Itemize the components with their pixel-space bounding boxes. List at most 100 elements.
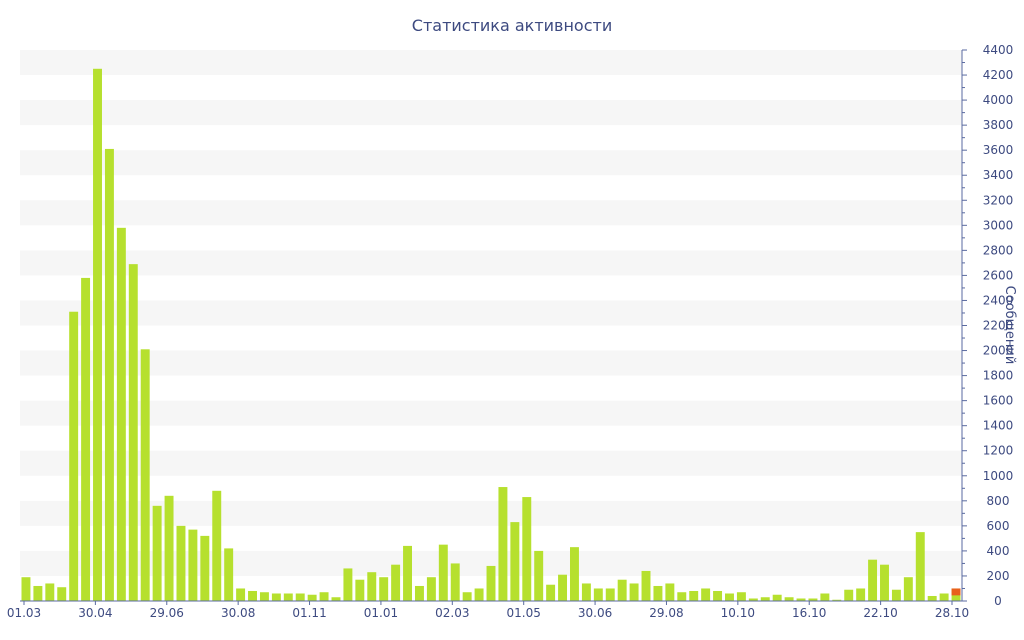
y-tick-label: 1000 (983, 469, 1014, 483)
bar (188, 529, 198, 601)
x-tick-label: 30.04 (78, 606, 112, 620)
bar (689, 590, 699, 601)
bar (128, 264, 138, 601)
y-tick-label: 4400 (983, 43, 1014, 57)
grid-band (20, 250, 962, 276)
grid-band (20, 400, 962, 426)
x-tick-label: 16.10 (792, 606, 826, 620)
y-tick-label: 1200 (983, 444, 1014, 458)
bar (93, 68, 102, 602)
x-tick-label: 01.03 (7, 606, 41, 620)
bar (391, 564, 401, 601)
y-tick-label: 2000 (983, 344, 1014, 358)
y-tick-label: 2400 (983, 293, 1014, 307)
bar (426, 577, 436, 601)
bar (510, 522, 520, 601)
bar (343, 568, 353, 601)
bar (677, 592, 687, 601)
bar (236, 588, 246, 601)
x-tick-label: 30.08 (221, 606, 255, 620)
bar (915, 532, 925, 601)
bar (307, 594, 317, 601)
bar (868, 559, 878, 601)
y-tick-label: 4000 (983, 93, 1014, 107)
bar (200, 535, 210, 601)
y-tick-label: 3800 (983, 118, 1014, 132)
bar (629, 583, 639, 601)
bar (796, 598, 806, 601)
bar (104, 148, 114, 601)
x-tick-label: 01.01 (364, 606, 398, 620)
bar (725, 593, 734, 601)
y-tick-label: 3000 (983, 218, 1014, 232)
bar (403, 545, 413, 601)
y-tick-label: 3600 (983, 143, 1014, 157)
y-tick-label: 2200 (983, 319, 1014, 333)
y-tick-label: 1800 (983, 369, 1014, 383)
bar (784, 597, 794, 601)
grid-band (20, 450, 962, 476)
bar (271, 593, 281, 601)
bar (558, 574, 568, 601)
bar (856, 588, 866, 601)
y-tick-label: 1400 (983, 419, 1014, 433)
grid-band (20, 50, 962, 76)
bar (605, 588, 615, 601)
y-tick-label: 600 (987, 519, 1010, 533)
bar (283, 593, 293, 601)
x-tick-label: 29.06 (150, 606, 184, 620)
bar (772, 594, 782, 601)
bar (450, 563, 460, 601)
grid-band (20, 150, 962, 176)
bar (844, 589, 854, 601)
bar (760, 597, 770, 601)
x-axis-ticks: 01.03 30.04 29.06 30.08 01.11 01.01 02.03 01.05… (7, 601, 969, 620)
bar (880, 564, 889, 601)
bar (33, 585, 43, 601)
bar (522, 497, 532, 601)
bar (569, 547, 579, 601)
bar (152, 505, 162, 601)
y-tick-label: 2800 (983, 243, 1014, 257)
y-tick-label: 200 (987, 569, 1010, 583)
bar (379, 577, 389, 601)
y-tick-label: 0 (994, 594, 1002, 608)
bar (164, 495, 174, 601)
bar (140, 349, 150, 601)
bar-highlight (951, 588, 961, 596)
grid-band (20, 100, 962, 126)
grid-bands (20, 50, 962, 576)
bar (116, 227, 126, 601)
bar (534, 550, 544, 601)
bar (331, 597, 341, 601)
bar (438, 544, 448, 601)
bar (414, 585, 424, 601)
y-tick-label: 4200 (983, 68, 1014, 82)
x-tick-label: 01.11 (292, 606, 326, 620)
x-tick-label: 22.10 (863, 606, 897, 620)
bar (57, 587, 67, 601)
bar (653, 585, 663, 601)
bar (212, 490, 222, 601)
grid-band (20, 500, 962, 526)
bar (736, 592, 746, 601)
bar (259, 592, 269, 601)
bar (581, 583, 591, 601)
bar (617, 579, 627, 601)
bar (69, 311, 79, 601)
bars (21, 68, 961, 602)
bar (498, 487, 508, 601)
y-axis-label: Сообщений (1002, 286, 1017, 365)
bar (713, 590, 723, 601)
bar (176, 525, 186, 601)
y-tick-label: 800 (987, 494, 1010, 508)
bar (927, 595, 937, 601)
bar (820, 593, 830, 601)
y-tick-label: 1600 (983, 394, 1014, 408)
chart-title: Статистика активности (412, 16, 612, 35)
grid-band (20, 200, 962, 226)
bar (903, 577, 913, 601)
grid-band (20, 300, 962, 326)
bar (319, 592, 329, 601)
